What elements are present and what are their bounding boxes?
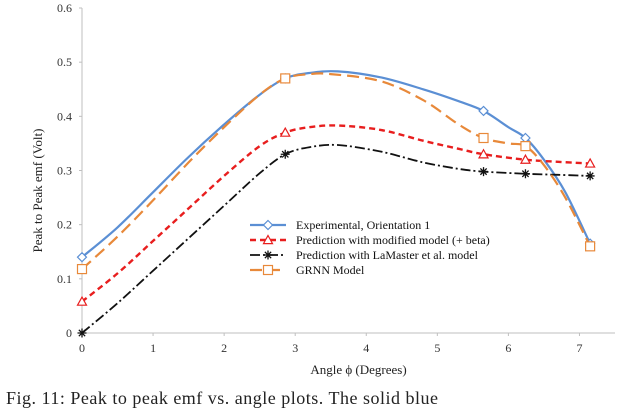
data-point-asterisk-marker [479,167,489,177]
legend-label: Prediction with LaMaster et al. model [296,248,479,262]
data-point-diamond-marker [478,105,489,117]
x-tick-label: 6 [505,341,511,355]
chart-series [76,70,596,338]
y-tick-label: 0.1 [57,272,72,286]
legend-item: Experimental, Orientation 1 [250,218,430,232]
line-chart: 0 1 2 3 4 5 6 7 0 0.1 0.2 0.3 0.4 0.5 0.6 Experimental… [30,1,615,377]
x-tick-label: 1 [150,341,156,355]
legend-label: Experimental, Orientation 1 [296,218,430,232]
series-3 [77,143,595,338]
x-tick-label: 5 [434,341,440,355]
series-2 [76,124,596,306]
legend-item: Prediction with modified model (+ beta) [250,233,490,247]
data-point-asterisk-marker [77,328,87,338]
data-point-triangle-marker [519,153,531,164]
y-axis-label: Peak to Peak emf (Volt) [30,129,45,253]
data-point-square-marker [478,132,489,144]
x-axis-label: Angle ϕ (Degrees) [310,362,406,377]
chart-axes: 0 1 2 3 4 5 6 7 0 0.1 0.2 0.3 0.4 0.5 0.6 [57,1,615,355]
series-4 [76,72,596,275]
data-point-diamond-marker [262,219,274,231]
data-point-triangle-marker [76,295,88,306]
data-point-asterisk-marker [280,149,290,159]
x-tick-label: 0 [79,341,85,355]
series-line [81,124,591,303]
data-point-triangle-marker [279,126,291,137]
data-point-square-marker [520,141,531,152]
data-point-triangle-marker [478,148,490,159]
data-point-triangle-marker [262,234,274,245]
y-tick-label: 0.2 [57,218,72,232]
data-point-square-marker [585,241,596,252]
y-tick-label: 0 [66,326,72,340]
data-point-diamond-marker [76,251,88,263]
legend-item: Prediction with LaMaster et al. model [250,248,479,262]
data-point-square-marker [280,73,291,84]
x-tick-label: 7 [576,341,582,355]
data-point-asterisk-marker [520,169,530,179]
y-tick-label: 0.4 [57,109,72,123]
x-tick-label: 4 [363,341,369,355]
y-tick-label: 0.3 [57,164,72,178]
data-point-asterisk-marker [263,250,273,260]
y-tick-label: 0.5 [57,55,72,69]
series-line [81,143,591,334]
x-tick-label: 3 [292,341,298,355]
legend-label: Prediction with modified model (+ beta) [296,233,490,247]
data-point-asterisk-marker [585,171,595,181]
x-tick-label: 2 [221,341,227,355]
series-line [81,72,592,270]
data-point-square-marker [76,263,88,275]
legend-item: GRNN Model [250,263,365,277]
data-point-triangle-marker [584,157,596,168]
figure-caption: Fig. 11: Peak to peak emf vs. angle plot… [6,388,439,408]
legend-label: GRNN Model [296,263,365,277]
y-tick-label: 0.6 [57,1,72,15]
data-point-square-marker [262,264,274,276]
